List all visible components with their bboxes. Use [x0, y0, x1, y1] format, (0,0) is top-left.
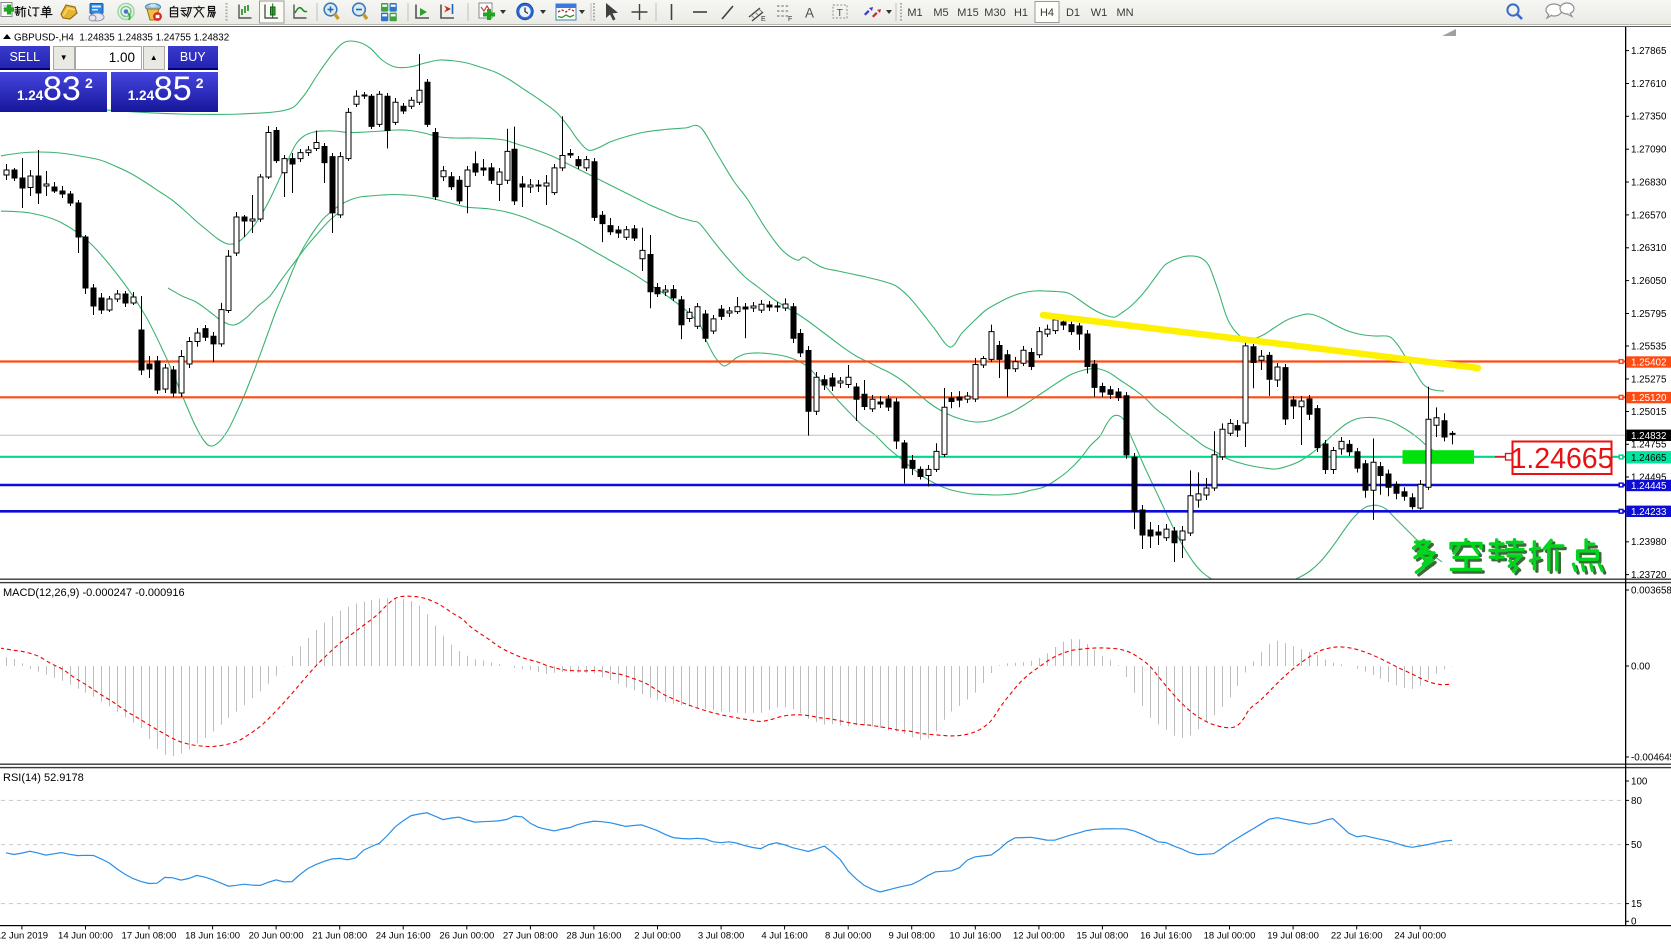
svg-text:20 Jun 00:00: 20 Jun 00:00 — [249, 931, 304, 942]
svg-text:1.26050: 1.26050 — [1631, 276, 1667, 287]
svg-text:10 Jul 16:00: 10 Jul 16:00 — [949, 931, 1001, 942]
svg-text:17 Jun 08:00: 17 Jun 08:00 — [122, 931, 177, 942]
svg-text:E: E — [761, 16, 766, 23]
svg-text:1.27865: 1.27865 — [1631, 46, 1667, 57]
svg-text:0.00: 0.00 — [1631, 661, 1651, 672]
svg-text:1.23980: 1.23980 — [1631, 537, 1667, 548]
svg-text:-0.004645: -0.004645 — [1631, 752, 1671, 763]
svg-text:3 Jul 08:00: 3 Jul 08:00 — [698, 931, 744, 942]
svg-text:21 Jun 08:00: 21 Jun 08:00 — [312, 931, 367, 942]
svg-text:1.26570: 1.26570 — [1631, 210, 1667, 221]
svg-text:27 Jun 08:00: 27 Jun 08:00 — [503, 931, 558, 942]
svg-text:H1: H1 — [1014, 7, 1028, 19]
svg-text:24 Jul 00:00: 24 Jul 00:00 — [1394, 931, 1446, 942]
svg-text:1.25795: 1.25795 — [1631, 309, 1667, 320]
svg-text:H4: H4 — [1040, 7, 1054, 19]
svg-text:1.24665: 1.24665 — [1510, 443, 1613, 475]
svg-text:1.24233: 1.24233 — [1631, 507, 1667, 518]
svg-text:26 Jun 00:00: 26 Jun 00:00 — [439, 931, 494, 942]
svg-text:14 Jun 00:00: 14 Jun 00:00 — [58, 931, 113, 942]
svg-text:9 Jul 08:00: 9 Jul 08:00 — [888, 931, 934, 942]
svg-text:1.24755: 1.24755 — [1631, 440, 1667, 451]
svg-text:1.26830: 1.26830 — [1631, 177, 1667, 188]
svg-text:1.24495: 1.24495 — [1631, 472, 1667, 483]
svg-text:A: A — [805, 6, 814, 21]
svg-text:18 Jul 00:00: 18 Jul 00:00 — [1204, 931, 1256, 942]
svg-text:1.25275: 1.25275 — [1631, 374, 1667, 385]
svg-text:GBPUSD-,H4 1.24835 1.24835 1.: GBPUSD-,H4 1.24835 1.24835 1.24755 1.248… — [14, 33, 229, 44]
svg-text:1.24832: 1.24832 — [1631, 431, 1666, 442]
svg-text:22 Jul 16:00: 22 Jul 16:00 — [1331, 931, 1383, 942]
svg-text:1.25120: 1.25120 — [1631, 393, 1667, 404]
svg-text:1.27350: 1.27350 — [1631, 112, 1667, 123]
svg-text:0.003658: 0.003658 — [1631, 585, 1671, 596]
svg-text:M1: M1 — [907, 7, 922, 19]
svg-text:80: 80 — [1631, 796, 1642, 807]
svg-text:1.26310: 1.26310 — [1631, 243, 1667, 254]
svg-text:15 Jul 08:00: 15 Jul 08:00 — [1077, 931, 1129, 942]
svg-text:RSI(14) 52.9178: RSI(14) 52.9178 — [3, 772, 84, 784]
svg-text:W1: W1 — [1091, 7, 1108, 19]
svg-text:12 Jul 00:00: 12 Jul 00:00 — [1013, 931, 1065, 942]
svg-text:2 Jul 00:00: 2 Jul 00:00 — [634, 931, 680, 942]
svg-text:8 Jul 00:00: 8 Jul 00:00 — [825, 931, 871, 942]
svg-text:1.27610: 1.27610 — [1631, 79, 1667, 90]
svg-text:12 Jun 2019: 12 Jun 2019 — [0, 931, 48, 942]
svg-text:18 Jun 16:00: 18 Jun 16:00 — [185, 931, 240, 942]
svg-text:M5: M5 — [933, 7, 948, 19]
svg-text:4 Jul 16:00: 4 Jul 16:00 — [761, 931, 807, 942]
svg-text:1.25015: 1.25015 — [1631, 407, 1667, 418]
svg-text:24 Jun 16:00: 24 Jun 16:00 — [376, 931, 431, 942]
svg-text:100: 100 — [1631, 776, 1648, 787]
svg-text:D1: D1 — [1066, 7, 1080, 19]
svg-text:MACD(12,26,9) -0.000247 -0.000: MACD(12,26,9) -0.000247 -0.000916 — [3, 587, 185, 599]
svg-text:15: 15 — [1631, 899, 1642, 910]
svg-text:19 Jul 08:00: 19 Jul 08:00 — [1267, 931, 1319, 942]
svg-text:MN: MN — [1116, 7, 1133, 19]
svg-text:1.24445: 1.24445 — [1631, 481, 1667, 492]
svg-text:0: 0 — [1631, 917, 1637, 928]
svg-text:1.27090: 1.27090 — [1631, 145, 1667, 156]
svg-text:1.23720: 1.23720 — [1631, 570, 1667, 581]
svg-text:1.24665: 1.24665 — [1631, 453, 1667, 464]
svg-text:16 Jul 16:00: 16 Jul 16:00 — [1140, 931, 1192, 942]
svg-text:28 Jun 16:00: 28 Jun 16:00 — [566, 931, 621, 942]
svg-text:1.25535: 1.25535 — [1631, 341, 1667, 352]
svg-text:1.25402: 1.25402 — [1631, 358, 1666, 369]
svg-text:F: F — [788, 16, 792, 23]
svg-text:50: 50 — [1631, 840, 1642, 851]
svg-text:T: T — [837, 7, 844, 19]
svg-text:M30: M30 — [984, 7, 1005, 19]
svg-text:M15: M15 — [957, 7, 978, 19]
